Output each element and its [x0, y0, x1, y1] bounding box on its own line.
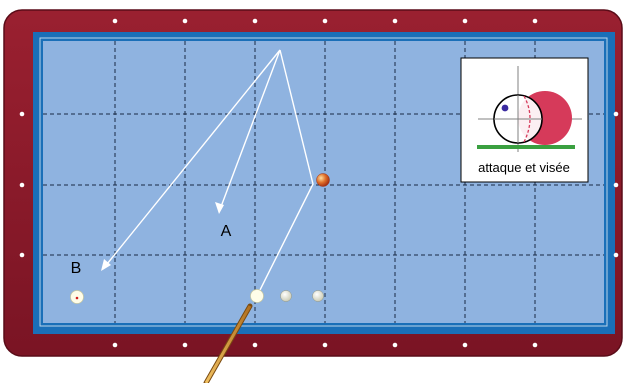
diamond-top-6 [462, 18, 468, 24]
diamond-left-2 [19, 182, 25, 188]
diamond-top-5 [392, 18, 398, 24]
ghost-ball-2 [312, 290, 324, 302]
arrowhead-b [101, 259, 111, 271]
diamond-left-3 [19, 252, 25, 258]
diamond-right-3 [613, 252, 619, 258]
aim-inset-caption: attaque et visée [478, 160, 570, 175]
red-ball [316, 173, 330, 187]
diamond-bottom-7 [532, 342, 538, 348]
spotted-ball-dot [75, 296, 79, 300]
diamond-bottom-2 [182, 342, 188, 348]
ghost-ball-1 [280, 290, 292, 302]
arrowhead-a [215, 202, 224, 214]
diamond-right-2 [613, 182, 619, 188]
aim-inset-contact-dot [501, 104, 509, 112]
cue-ball-path [256, 49, 314, 297]
diamond-top-2 [182, 18, 188, 24]
rail-diamonds [19, 18, 619, 348]
diamond-top-7 [532, 18, 538, 24]
label-b: B [71, 260, 82, 277]
label-a: A [221, 223, 232, 240]
diamond-bottom-1 [112, 342, 118, 348]
diamond-top-4 [322, 18, 328, 24]
diamond-right-1 [613, 111, 619, 117]
path-to-b [102, 49, 281, 270]
diamond-bottom-4 [322, 342, 328, 348]
diamond-top-3 [252, 18, 258, 24]
trajectory-arrowheads [101, 202, 224, 271]
cue-stick [203, 303, 253, 383]
diamond-bottom-3 [252, 342, 258, 348]
diamond-bottom-5 [392, 342, 398, 348]
path-to-a [218, 49, 281, 213]
diamond-top-1 [112, 18, 118, 24]
diamond-bottom-6 [462, 342, 468, 348]
trajectory-lines [102, 49, 314, 297]
cue-ball [250, 289, 264, 303]
aim-inset: attaque et visée [460, 57, 589, 183]
diamond-left-1 [19, 111, 25, 117]
